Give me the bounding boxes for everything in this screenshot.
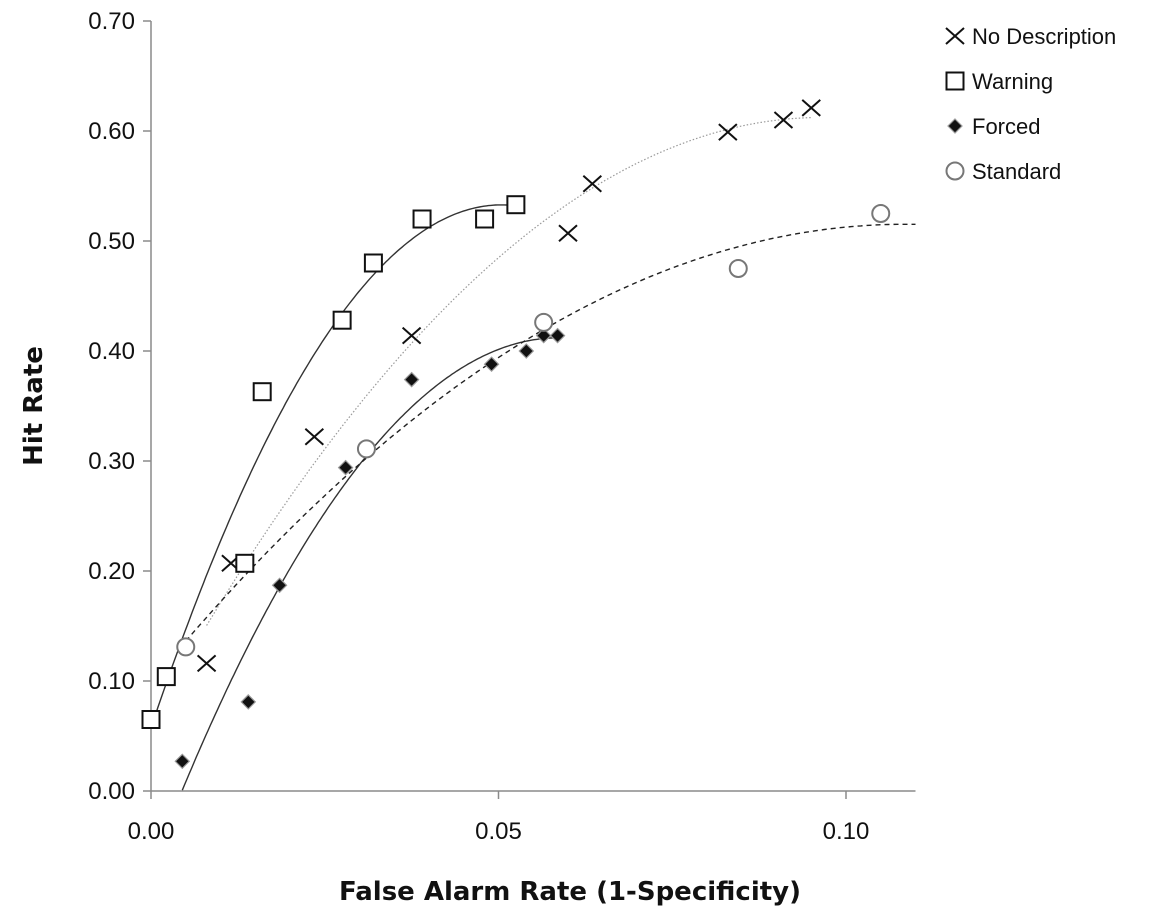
point-forced [174, 753, 191, 770]
legend-label: Warning [972, 69, 1053, 94]
legend-marker-no-description [945, 27, 965, 45]
point-forced [403, 371, 420, 388]
series-standard [176, 204, 891, 657]
fit-curves [150, 117, 916, 791]
point-standard [176, 637, 196, 657]
series-no-description [196, 99, 821, 673]
point-no-description [304, 428, 324, 446]
point-warning [412, 209, 432, 229]
legend-item-forced: Forced [947, 114, 1040, 139]
x-tick-label: 0.10 [823, 818, 870, 845]
x-tick-label: 0.05 [475, 818, 522, 845]
point-no-description [582, 175, 602, 193]
point-forced [549, 327, 566, 344]
point-warning [506, 195, 526, 215]
y-tick-label: 0.30 [88, 448, 135, 475]
x-tick-label: 0.00 [128, 818, 175, 845]
point-warning [363, 253, 383, 273]
point-no-description [773, 111, 794, 129]
y-axis-ticks: 0.00 0.10 0.20 0.30 0.40 0.50 0.60 0.70 [88, 8, 151, 805]
y-tick-label: 0.50 [88, 228, 135, 255]
point-warning [252, 382, 272, 402]
legend-item-warning: Warning [945, 69, 1053, 94]
y-axis-title: Hit Rate [19, 346, 49, 466]
point-standard [871, 204, 891, 223]
y-tick-label: 0.60 [88, 118, 135, 145]
plot-area: 0.000.100.200.300.400.500.600.70 0.00 0.0… [88, 8, 916, 845]
point-forced [271, 577, 288, 594]
legend-marker-forced [947, 118, 963, 134]
data-points [141, 99, 891, 770]
legend-label: Standard [972, 159, 1061, 184]
series-warning [141, 195, 526, 729]
y-tick-label: 0.70 [88, 8, 135, 35]
x-axis-title: False Alarm Rate (1-Specificity) [339, 877, 801, 907]
y-tick-label: 0.20 [88, 558, 135, 585]
point-forced [518, 343, 535, 359]
point-no-description [718, 123, 738, 141]
point-no-description [401, 326, 422, 345]
legend-marker-standard [945, 161, 965, 181]
series-forced [174, 327, 566, 770]
point-no-description [801, 99, 821, 117]
legend: No Description Warning Forced Standard [945, 24, 1116, 184]
point-warning [235, 553, 255, 573]
point-warning [156, 667, 176, 687]
point-standard [534, 312, 554, 332]
y-tick-label: 0.10 [88, 668, 135, 695]
point-warning [475, 209, 495, 229]
point-forced [483, 356, 500, 373]
y-tick-label: 0.00 [88, 778, 135, 805]
legend-label: No Description [972, 24, 1116, 49]
legend-marker-warning [945, 71, 965, 91]
point-standard [356, 439, 376, 459]
x-axis-ticks: 0.00 0.05 0.10 [128, 791, 870, 845]
fit-curve-standard [185, 223, 916, 642]
y-tick-label: 0.40 [88, 338, 135, 365]
point-forced [337, 459, 354, 476]
legend-item-no-description: No Description [945, 24, 1116, 49]
legend-label: Forced [972, 114, 1040, 139]
point-forced [240, 694, 257, 710]
point-warning [141, 710, 161, 729]
point-standard [728, 259, 748, 278]
point-no-description [558, 224, 578, 243]
fit-curve-warning [150, 204, 516, 729]
point-forced [535, 327, 552, 344]
legend-item-standard: Standard [945, 159, 1061, 184]
fit-curve-no-description [206, 117, 812, 626]
point-warning [332, 310, 352, 330]
point-no-description [196, 654, 217, 673]
